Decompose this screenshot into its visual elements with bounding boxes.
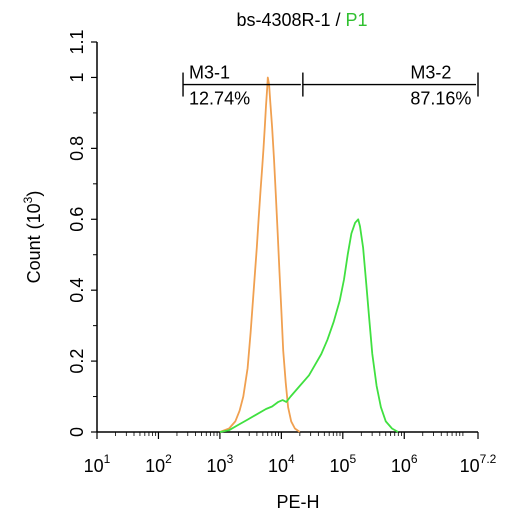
marker-layer: M3-1 12.74% M3-2 87.16% bbox=[182, 63, 479, 109]
y-tick-label-group: 0 bbox=[67, 427, 87, 437]
y-tick-label-group: 0.2 bbox=[67, 349, 87, 374]
y-tick-label-group: 0.6 bbox=[67, 207, 87, 232]
x-tick-exp: 1 bbox=[104, 452, 111, 466]
x-tick-base: 10 bbox=[268, 456, 288, 476]
x-tick-label: 101 bbox=[84, 452, 111, 476]
y-axis-label: Count (103) bbox=[21, 191, 44, 284]
chart-title-main: bs-4308R-1 / bbox=[236, 10, 345, 30]
series-line-1 bbox=[219, 76, 301, 433]
y-tick-label-group: 1.1 bbox=[67, 29, 87, 54]
y-tick-label: 0.8 bbox=[67, 136, 87, 161]
chart-title-gate: P1 bbox=[346, 10, 368, 30]
y-tick-label: 0.4 bbox=[67, 278, 87, 303]
marker-name: M3-2 bbox=[410, 63, 451, 83]
marker-percent: 87.16% bbox=[410, 89, 471, 109]
y-tick-label: 1 bbox=[67, 72, 87, 82]
x-tick-label: 104 bbox=[268, 452, 295, 476]
y-axis-label-group: Count (103) bbox=[21, 191, 44, 284]
series-line-2 bbox=[219, 218, 399, 433]
y-axis-label-text: Count bbox=[24, 235, 44, 283]
x-tick-exp: 4 bbox=[288, 452, 295, 466]
y-axis-label-unit: (10 bbox=[24, 203, 44, 229]
x-tick-base: 10 bbox=[460, 456, 480, 476]
x-axis-label: PE-H bbox=[276, 492, 319, 512]
chart-title: bs-4308R-1 / P1 bbox=[236, 10, 367, 30]
x-tick-label: 102 bbox=[145, 452, 172, 476]
x-tick-exp: 5 bbox=[349, 452, 356, 466]
x-tick-label: 103 bbox=[207, 452, 234, 476]
x-tick-base: 10 bbox=[84, 456, 104, 476]
marker-percent: 12.74% bbox=[189, 89, 250, 109]
x-tick-label: 107.2 bbox=[460, 452, 497, 476]
x-tick-exp: 2 bbox=[165, 452, 172, 466]
x-tick-base: 10 bbox=[207, 456, 227, 476]
y-tick-label: 0.6 bbox=[67, 207, 87, 232]
marker-name: M3-1 bbox=[189, 63, 230, 83]
y-tick-label: 0.2 bbox=[67, 349, 87, 374]
x-tick-exp: 6 bbox=[411, 452, 418, 466]
x-tick-label: 106 bbox=[391, 452, 418, 476]
x-tick-base: 10 bbox=[329, 456, 349, 476]
y-tick-label-group: 0.4 bbox=[67, 278, 87, 303]
x-tick-label: 105 bbox=[329, 452, 356, 476]
y-tick-label-group: 1 bbox=[67, 72, 87, 82]
series-layer bbox=[219, 76, 399, 433]
y-ticks: 0 0.2 0.4 0.6 0.8 1 1.1 bbox=[67, 29, 97, 437]
x-tick-exp: 7.2 bbox=[480, 452, 497, 466]
y-tick-label: 1.1 bbox=[67, 29, 87, 54]
y-tick-label-group: 0.8 bbox=[67, 136, 87, 161]
x-tick-base: 10 bbox=[391, 456, 411, 476]
y-axis-label-close: ) bbox=[24, 191, 44, 197]
x-tick-base: 10 bbox=[145, 456, 165, 476]
axes bbox=[96, 42, 478, 433]
x-tick-exp: 3 bbox=[227, 452, 234, 466]
x-ticks: 101 102 103 104 105 106 107.2 bbox=[84, 432, 497, 476]
y-axis-label-exp: 3 bbox=[21, 196, 35, 203]
y-tick-label: 0 bbox=[67, 427, 87, 437]
